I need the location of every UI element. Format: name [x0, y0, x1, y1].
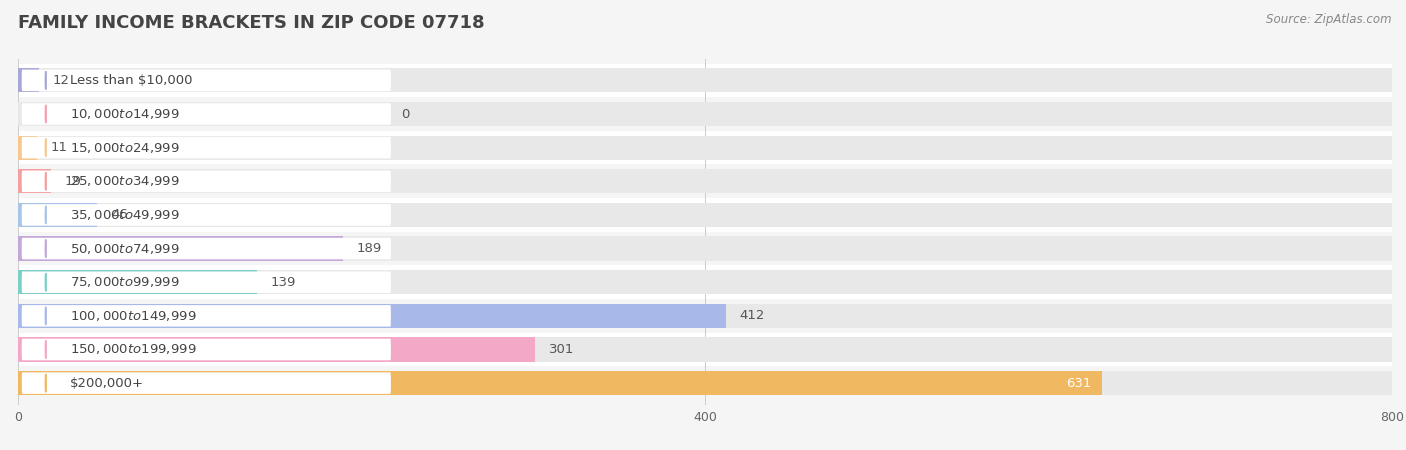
Bar	[18, 366, 1392, 400]
Bar	[18, 203, 1392, 227]
Text: $25,000 to $34,999: $25,000 to $34,999	[70, 174, 180, 188]
Bar	[18, 270, 1392, 294]
Bar	[18, 169, 1392, 194]
Bar	[18, 304, 1392, 328]
Text: 46: 46	[111, 208, 128, 221]
Text: $200,000+: $200,000+	[70, 377, 143, 390]
Text: 19: 19	[65, 175, 82, 188]
Text: $75,000 to $99,999: $75,000 to $99,999	[70, 275, 180, 289]
Text: 631: 631	[1066, 377, 1091, 390]
FancyBboxPatch shape	[21, 238, 391, 259]
Bar	[18, 371, 1392, 395]
Text: Less than $10,000: Less than $10,000	[70, 74, 193, 87]
Bar	[18, 299, 1392, 333]
FancyBboxPatch shape	[21, 271, 391, 293]
Bar	[18, 270, 257, 294]
Text: 412: 412	[740, 309, 765, 322]
Bar	[18, 135, 1392, 160]
Bar	[18, 304, 725, 328]
Text: 139: 139	[271, 276, 297, 289]
Text: Source: ZipAtlas.com: Source: ZipAtlas.com	[1267, 14, 1392, 27]
Text: 12: 12	[52, 74, 70, 87]
FancyBboxPatch shape	[21, 171, 391, 192]
Text: 0: 0	[401, 108, 409, 121]
Bar	[18, 102, 1392, 126]
Text: $35,000 to $49,999: $35,000 to $49,999	[70, 208, 180, 222]
Text: $10,000 to $14,999: $10,000 to $14,999	[70, 107, 180, 121]
Bar	[18, 97, 1392, 131]
Text: FAMILY INCOME BRACKETS IN ZIP CODE 07718: FAMILY INCOME BRACKETS IN ZIP CODE 07718	[18, 14, 485, 32]
Text: $15,000 to $24,999: $15,000 to $24,999	[70, 141, 180, 155]
Bar	[18, 68, 39, 93]
Text: 11: 11	[51, 141, 67, 154]
Bar	[18, 203, 97, 227]
Bar	[18, 131, 1392, 164]
Bar	[18, 338, 1392, 362]
Bar	[18, 164, 1392, 198]
Text: 301: 301	[548, 343, 574, 356]
FancyBboxPatch shape	[21, 339, 391, 360]
Text: 189: 189	[357, 242, 382, 255]
Text: $100,000 to $149,999: $100,000 to $149,999	[70, 309, 197, 323]
Bar	[18, 232, 1392, 266]
Bar	[18, 169, 51, 194]
Bar	[18, 266, 1392, 299]
FancyBboxPatch shape	[21, 70, 391, 91]
FancyBboxPatch shape	[21, 372, 391, 394]
Text: $50,000 to $74,999: $50,000 to $74,999	[70, 242, 180, 256]
FancyBboxPatch shape	[21, 204, 391, 226]
Bar	[18, 198, 1392, 232]
Bar	[18, 236, 1392, 261]
Bar	[18, 63, 1392, 97]
Bar	[18, 68, 1392, 93]
FancyBboxPatch shape	[21, 137, 391, 158]
FancyBboxPatch shape	[21, 305, 391, 327]
Bar	[18, 236, 343, 261]
Bar	[18, 333, 1392, 366]
Bar	[18, 135, 37, 160]
Bar	[18, 371, 1102, 395]
Text: $150,000 to $199,999: $150,000 to $199,999	[70, 342, 197, 356]
Bar	[18, 338, 536, 362]
FancyBboxPatch shape	[21, 103, 391, 125]
